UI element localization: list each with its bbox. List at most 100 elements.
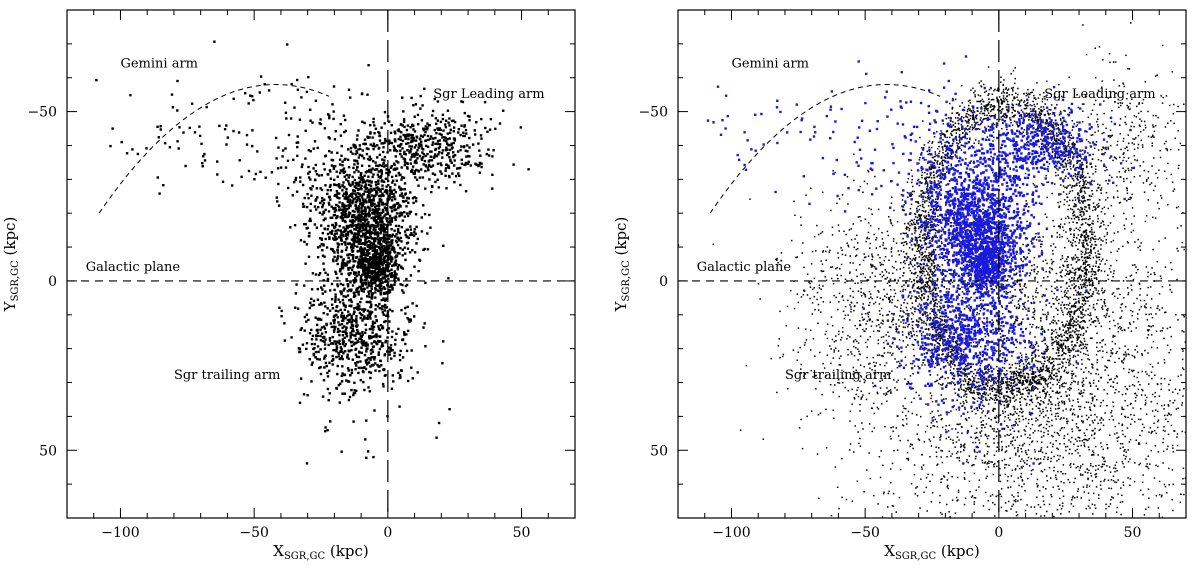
data-point <box>1079 138 1081 140</box>
data-point <box>1095 208 1097 210</box>
data-point <box>385 251 388 255</box>
data-point <box>937 224 940 227</box>
data-point <box>327 343 330 347</box>
data-point <box>371 144 374 148</box>
data-point <box>403 331 406 334</box>
data-point <box>1065 340 1068 342</box>
data-point <box>1007 417 1010 419</box>
data-point <box>1006 401 1008 404</box>
data-point <box>377 203 381 206</box>
data-point <box>1026 386 1029 389</box>
data-point <box>409 228 412 231</box>
data-point <box>1071 190 1074 192</box>
data-point <box>992 387 994 389</box>
data-point <box>328 309 332 312</box>
data-point <box>341 319 344 323</box>
data-point <box>987 102 990 105</box>
data-point <box>367 194 371 197</box>
data-point <box>915 245 917 247</box>
data-point <box>365 277 368 280</box>
data-point <box>974 368 976 371</box>
data-point <box>1059 137 1062 140</box>
data-point <box>352 420 355 423</box>
data-point <box>1044 357 1046 360</box>
data-point <box>1072 175 1075 177</box>
data-point <box>344 295 348 298</box>
data-point <box>1070 324 1073 327</box>
data-point <box>956 368 958 370</box>
data-point <box>468 119 471 122</box>
data-point <box>1078 185 1081 187</box>
data-point <box>410 140 413 144</box>
data-point <box>353 307 356 310</box>
data-point <box>1067 346 1069 348</box>
data-point <box>351 330 354 333</box>
data-point <box>300 327 303 330</box>
data-point <box>376 225 380 228</box>
data-point <box>917 297 919 300</box>
data-point <box>109 144 112 148</box>
data-point <box>328 237 331 241</box>
data-point <box>321 231 324 235</box>
data-point <box>366 254 369 257</box>
data-point <box>361 257 364 260</box>
data-point <box>359 213 362 216</box>
data-point <box>1007 110 1010 113</box>
data-point <box>320 286 323 289</box>
data-point <box>980 86 983 88</box>
data-point <box>446 109 450 112</box>
data-point <box>924 177 926 180</box>
data-point <box>996 391 999 393</box>
data-point <box>436 139 440 143</box>
data-point <box>277 182 280 186</box>
data-point <box>347 398 351 402</box>
data-point <box>360 346 363 349</box>
annotation-label: Sgr trailing arm <box>174 368 280 383</box>
data-point <box>1101 207 1104 210</box>
data-point <box>373 274 376 277</box>
data-point <box>1082 313 1084 316</box>
data-point <box>423 159 427 163</box>
data-point <box>949 155 952 157</box>
data-point <box>344 220 347 224</box>
data-point <box>370 194 374 197</box>
data-point <box>324 217 327 220</box>
data-point <box>344 343 347 346</box>
data-point <box>315 187 319 190</box>
data-point <box>314 356 317 359</box>
data-point <box>1026 389 1028 392</box>
data-point <box>380 345 383 348</box>
data-point <box>902 266 905 269</box>
data-point <box>389 149 392 152</box>
data-point <box>421 176 425 179</box>
data-point <box>283 322 286 325</box>
data-point <box>952 130 954 132</box>
data-point <box>1022 380 1024 382</box>
data-point <box>910 203 913 206</box>
data-point <box>930 290 932 293</box>
data-point <box>970 145 973 147</box>
data-point <box>333 255 336 259</box>
data-point <box>375 164 378 167</box>
data-point <box>1076 335 1079 338</box>
data-point <box>355 151 359 154</box>
data-point <box>995 381 997 384</box>
data-point <box>367 386 370 389</box>
data-point <box>922 314 924 316</box>
data-point <box>334 296 337 299</box>
data-point <box>328 369 331 373</box>
data-point <box>337 355 340 358</box>
data-point <box>370 356 373 359</box>
data-point <box>311 334 315 338</box>
data-point <box>1087 181 1089 184</box>
data-point <box>1090 180 1093 183</box>
data-point <box>355 320 358 323</box>
data-point <box>362 216 366 219</box>
data-point <box>322 262 325 265</box>
data-point <box>350 314 353 318</box>
data-point <box>1061 123 1063 126</box>
data-point <box>1045 366 1047 369</box>
data-point <box>170 93 174 96</box>
data-point <box>939 162 941 164</box>
data-point <box>377 327 381 330</box>
